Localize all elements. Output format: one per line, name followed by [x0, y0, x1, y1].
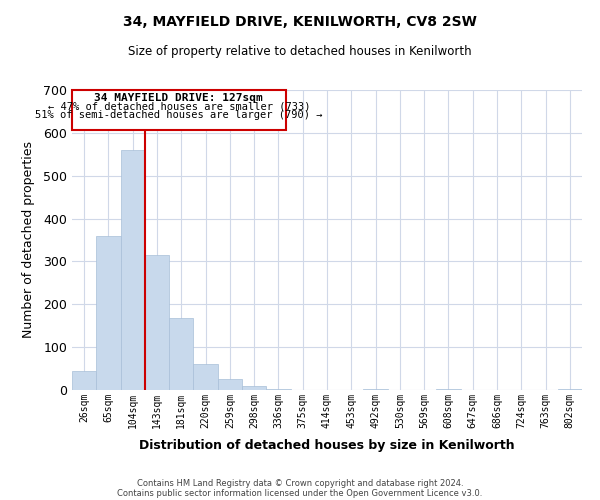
Bar [266, 388, 290, 390]
Bar [558, 389, 582, 390]
Text: Contains public sector information licensed under the Open Government Licence v3: Contains public sector information licen… [118, 488, 482, 498]
Text: 34, MAYFIELD DRIVE, KENILWORTH, CV8 2SW: 34, MAYFIELD DRIVE, KENILWORTH, CV8 2SW [123, 15, 477, 29]
Y-axis label: Number of detached properties: Number of detached properties [22, 142, 35, 338]
FancyBboxPatch shape [72, 90, 286, 130]
Text: Size of property relative to detached houses in Kenilworth: Size of property relative to detached ho… [128, 45, 472, 58]
Bar [145, 255, 169, 390]
Bar [436, 389, 461, 390]
Bar [218, 380, 242, 390]
Bar [242, 386, 266, 390]
Text: 51% of semi-detached houses are larger (790) →: 51% of semi-detached houses are larger (… [35, 110, 323, 120]
X-axis label: Distribution of detached houses by size in Kenilworth: Distribution of detached houses by size … [139, 439, 515, 452]
Text: 34 MAYFIELD DRIVE: 127sqm: 34 MAYFIELD DRIVE: 127sqm [94, 93, 263, 103]
Text: Contains HM Land Registry data © Crown copyright and database right 2024.: Contains HM Land Registry data © Crown c… [137, 478, 463, 488]
Bar [96, 236, 121, 390]
Bar [193, 364, 218, 390]
Bar [121, 150, 145, 390]
Bar [72, 370, 96, 390]
Bar [364, 389, 388, 390]
Text: ← 47% of detached houses are smaller (733): ← 47% of detached houses are smaller (73… [47, 102, 310, 112]
Bar [169, 318, 193, 390]
